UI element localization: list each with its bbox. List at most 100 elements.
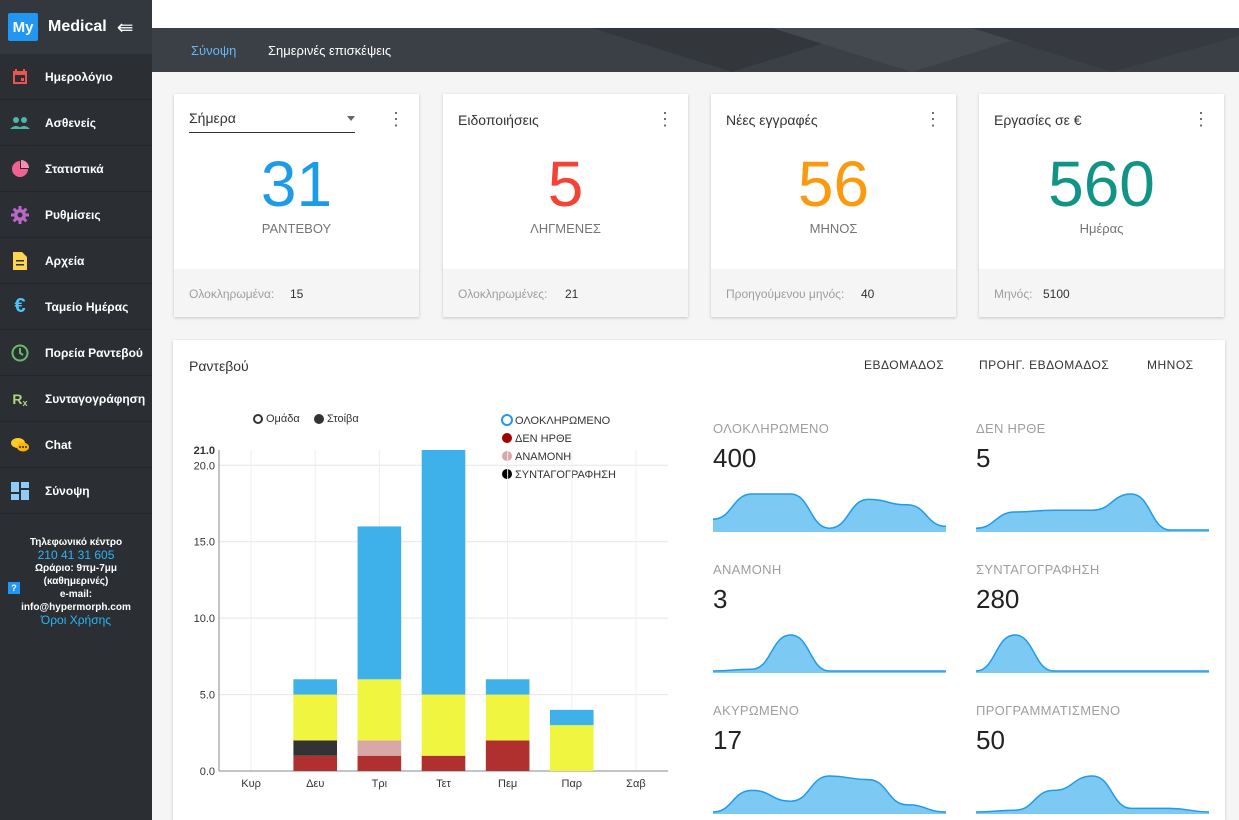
sidebar-item-patients[interactable]: Ασθενείς — [0, 100, 152, 146]
x-tick-label: Κυρ — [241, 778, 261, 790]
y-tick-label: 10.0 — [194, 613, 215, 625]
footer-label: Μηνός: — [994, 287, 1033, 301]
x-tick-label: Δευ — [306, 778, 324, 790]
sidebar-item-statistics[interactable]: Στατιστικά — [0, 146, 152, 192]
sidebar-item-label: Ασθενείς — [45, 115, 96, 130]
card-title: Νέες εγγραφές — [726, 112, 818, 128]
sidebar-item-files[interactable]: Αρχεία — [0, 238, 152, 284]
mode-stack-toggle[interactable]: Στοίβα — [314, 413, 359, 425]
clock-icon — [10, 343, 30, 363]
card-unit: Ημέρας — [1079, 221, 1124, 236]
card-footer: Προηγούμενου μηνός: 40 — [711, 269, 956, 317]
top-bar — [152, 0, 1239, 28]
bar-segment — [485, 694, 530, 741]
legend-marker — [501, 414, 513, 426]
legend-marker — [502, 433, 512, 443]
week-button[interactable]: ΕΒΔΟΜΑΔΟΣ — [864, 358, 945, 372]
sidebar-item-label: Συνταγογράφηση — [45, 391, 146, 406]
stat-value: 400 — [713, 443, 757, 473]
bar-segment — [293, 740, 338, 756]
mode-group-label: Ομάδα — [266, 413, 300, 425]
file-icon — [10, 251, 30, 271]
bar-segment — [293, 679, 338, 695]
sidebar-item-calendar[interactable]: Ημερολόγιο — [0, 54, 152, 100]
period-select[interactable]: Σήμερα — [189, 110, 355, 133]
stat-value: 3 — [713, 584, 728, 614]
panel-title: Ραντεβού — [189, 358, 249, 374]
more-menu-icon[interactable]: ⋮ — [1192, 109, 1210, 129]
people-icon — [10, 113, 30, 133]
appointments-panel: Ραντεβού ΕΒΔΟΜΑΔΟΣ ΠΡΟΗΓ. ΕΒΔΟΜΑΔΟΣ ΜΗΝΟ… — [173, 340, 1225, 820]
header-decoration — [592, 28, 1239, 72]
legend-marker — [502, 469, 512, 479]
sidebar-item-label: Σύνοψη — [45, 483, 90, 498]
sidebar-item-overview[interactable]: Σύνοψη — [0, 468, 152, 514]
card-value: 5 — [547, 148, 584, 220]
sparkline — [976, 775, 1209, 814]
collapse-menu-icon[interactable]: ⇚ — [116, 16, 134, 39]
sparkline-line — [713, 775, 946, 813]
more-menu-icon[interactable]: ⋮ — [924, 109, 942, 129]
month-button[interactable]: ΜΗΝΟΣ — [1147, 358, 1194, 372]
card-unit: ΜΗΝΟΣ — [809, 221, 858, 236]
footer-value: 15 — [290, 287, 304, 301]
email-address[interactable]: info@hypermorph.com — [21, 602, 131, 613]
y-tick-label: 15.0 — [194, 537, 215, 549]
sidebar-item-label: Αρχεία — [45, 253, 85, 268]
sparkline-line — [713, 634, 946, 672]
help-icon[interactable]: ? — [8, 582, 20, 594]
sparkline — [713, 493, 946, 532]
terms-link[interactable]: Όροι Χρήσης — [40, 613, 112, 627]
sparkline — [713, 634, 946, 673]
sidebar-item-chat[interactable]: Chat — [0, 422, 152, 468]
sidebar-item-appointment-progress[interactable]: Πορεία Ραντεβού — [0, 330, 152, 376]
card-value: 56 — [797, 148, 870, 220]
stat-block: ΠΡΟΓΡΑΜΜΑΤΙΣΜΕΝΟ 50 — [976, 703, 1120, 756]
more-menu-icon[interactable]: ⋮ — [387, 109, 405, 129]
chat-icon — [10, 435, 30, 455]
mode-stack-label: Στοίβα — [327, 413, 359, 425]
mode-group-toggle[interactable]: Ομάδα — [253, 413, 300, 425]
email-label: e-mail: — [59, 589, 93, 600]
y-max-label: 21.0 — [194, 445, 215, 457]
bar-segment — [549, 709, 594, 726]
sidebar-item-label: Στατιστικά — [45, 161, 104, 176]
sparkline-line — [713, 493, 946, 529]
call-center-phone[interactable]: 210 41 31 605 — [37, 548, 115, 562]
tab-todays-visits[interactable]: Σημερινές επισκέψεις — [268, 43, 392, 58]
sidebar: My Medical ⇚ Ημερολόγιο Ασθενείς Στατιστ… — [0, 0, 152, 820]
bar-segment — [485, 740, 530, 771]
sidebar-item-cash-register[interactable]: € Ταμείο Ημέρας — [0, 284, 152, 330]
bar-segment — [293, 755, 338, 771]
stat-value: 5 — [976, 443, 991, 473]
appointments-chart: ΟΛΟΚΛΗΡΩΜΕΝΟ ΔΕΝ ΗΡΘΕ ΑΝΑΜΟΝΗ ΣΥΝΤΑΓΟΓΡΑΦΗΣ… — [194, 414, 668, 790]
card-unit: ΛΗΓΜΕΝΕΣ — [530, 221, 601, 236]
card-footer: Ολοκληρωμένες: 21 — [443, 269, 688, 317]
sparkline-line — [976, 634, 1209, 672]
stat-label: ΠΡΟΓΡΑΜΜΑΤΙΣΜΕΝΟ — [976, 703, 1121, 718]
more-menu-icon[interactable]: ⋮ — [656, 109, 674, 129]
footer-label: Ολοκληρωμένα: — [189, 287, 275, 301]
stat-value: 17 — [713, 725, 742, 755]
sidebar-item-settings[interactable]: Ρυθμίσεις — [0, 192, 152, 238]
tab-overview[interactable]: Σύνοψη — [191, 43, 237, 58]
bar-segment — [293, 694, 338, 741]
stat-block: ΣΥΝΤΑΓΟΓΡΑΦΗΣΗ 280 — [976, 562, 1100, 615]
footer-value: 5100 — [1043, 287, 1070, 301]
card-today: Σήμερα ⋮ 31 ΡΑΝΤΕΒΟΥ Ολοκληρωμένα: 15 — [174, 94, 419, 317]
stat-value: 280 — [976, 584, 1020, 614]
dashboard-icon — [10, 481, 30, 501]
previous-week-button[interactable]: ΠΡΟΗΓ. ΕΒΔΟΜΑΔΟΣ — [979, 358, 1110, 372]
bar-segment — [421, 450, 466, 695]
stat-label: ΟΛΟΚΛΗΡΩΜΕΝΟ — [713, 421, 830, 436]
card-value: 560 — [1048, 148, 1155, 220]
gear-icon — [10, 205, 30, 225]
euro-icon: € — [14, 295, 26, 317]
sidebar-item-label: Ταμείο Ημέρας — [45, 299, 129, 314]
x-tick-label: Σαβ — [626, 778, 646, 790]
y-tick-label: 0.0 — [200, 766, 215, 778]
radio-checked-icon — [314, 414, 324, 424]
y-tick-label: 5.0 — [200, 690, 215, 702]
brand-logo[interactable]: My — [8, 13, 38, 41]
